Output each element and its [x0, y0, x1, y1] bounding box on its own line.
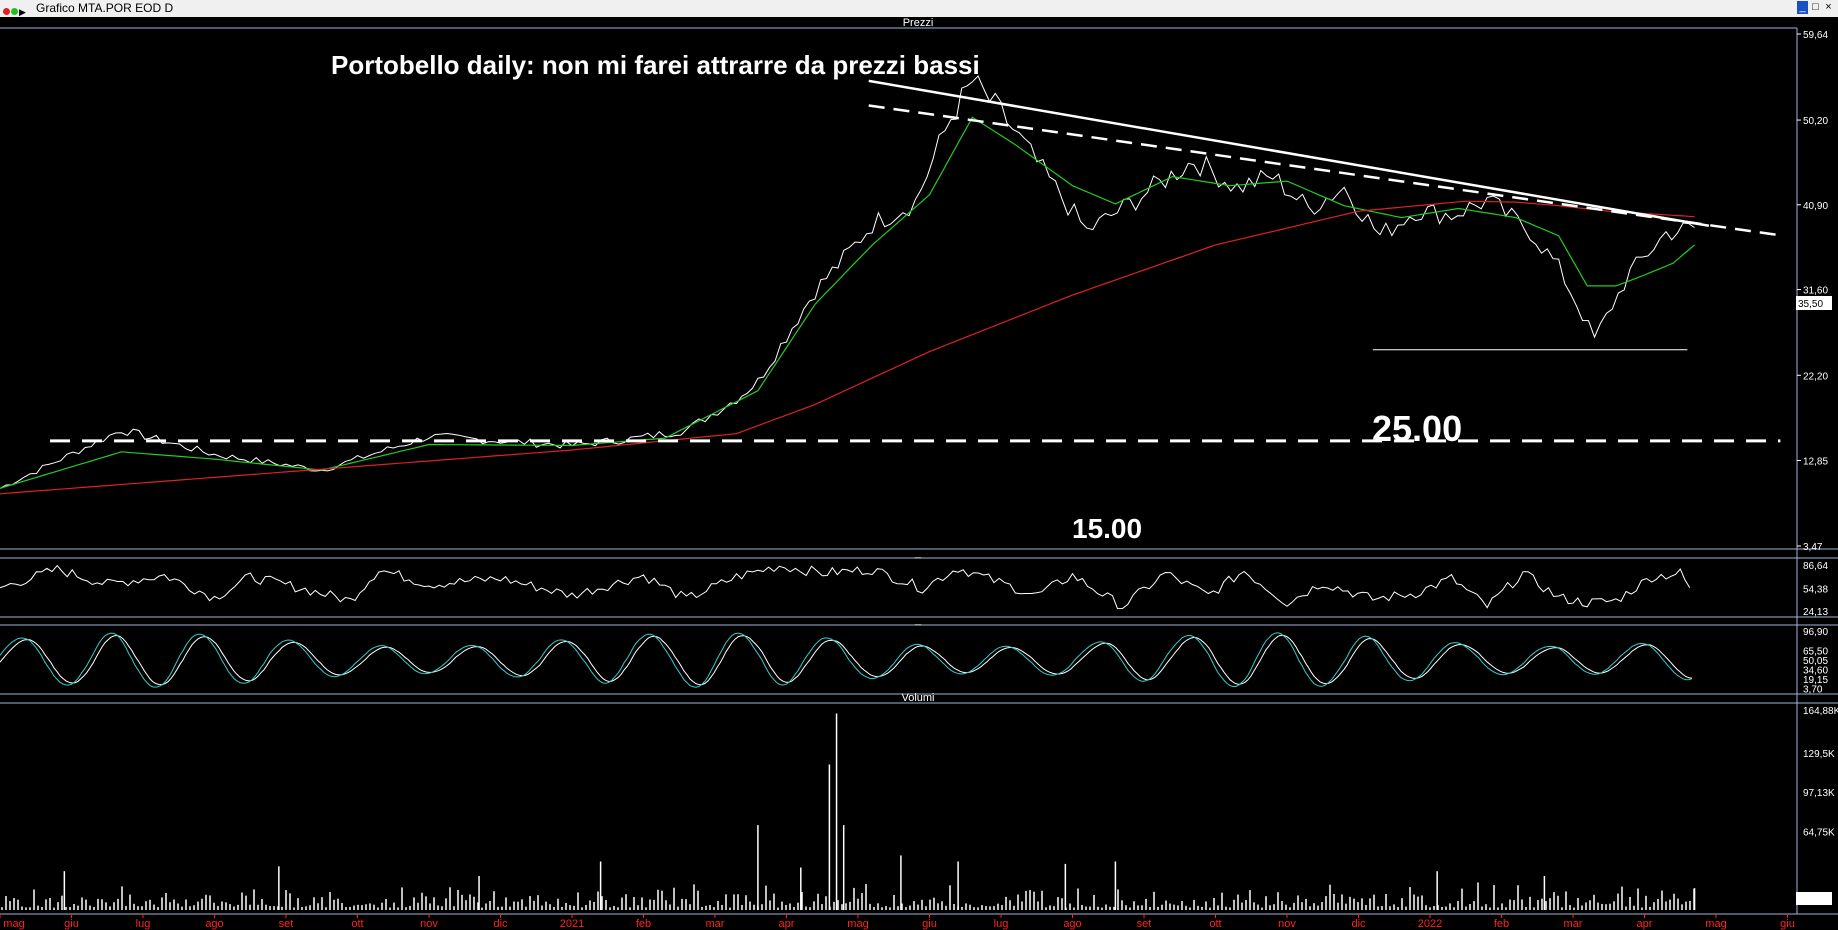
price-tick-label: 59,64 [1803, 30, 1828, 41]
volume-tick-label: 64,75K [1803, 827, 1835, 838]
trendline-solid [868, 79, 1710, 228]
stochastic-tick-label: 34,60 [1803, 666, 1828, 677]
status-lights: ▶ [3, 4, 26, 18]
month-label: 2021 [560, 918, 584, 930]
stochastic-d-line [0, 634, 1693, 686]
price-tick-label: 22,20 [1803, 371, 1828, 382]
series-ma_long [0, 200, 1695, 495]
month-label: apr [779, 918, 795, 930]
month-label: set [279, 918, 294, 930]
price-panel: Portobello daily: non mi farei attrarre … [0, 30, 1832, 553]
minimize-button[interactable]: _ [1797, 1, 1808, 14]
panel-handle-rsi: _ [914, 547, 922, 559]
stochastic-tick-label: 50,05 [1803, 656, 1828, 667]
price-y-axis: 59,64 50,20 40,90 31,60 22,20 12,85 3,47 [1797, 30, 1828, 553]
price-tick-label: 12,85 [1803, 456, 1828, 467]
maximize-button[interactable]: □ [1812, 1, 1819, 13]
rsi-line [0, 564, 1691, 610]
month-label: giu [922, 918, 937, 930]
month-label: ago [1063, 918, 1081, 930]
stochastic-k-line [0, 632, 1693, 688]
month-label: giu [1780, 918, 1795, 930]
month-label: nov [420, 918, 438, 930]
month-label: feb [636, 918, 651, 930]
window-controls: _ □ × [1795, 1, 1834, 14]
price-tick-label: 3,47 [1803, 542, 1823, 553]
panel-title-volumi: Volumi [901, 692, 934, 704]
month-label: ago [205, 918, 223, 930]
month-label: lug [994, 918, 1009, 930]
month-label: mag [1705, 918, 1726, 930]
price-tick-label: 40,90 [1803, 201, 1828, 212]
month-label: feb [1494, 918, 1509, 930]
chart-title: Portobello daily: non mi farei attrarre … [331, 50, 980, 80]
green-light-icon [11, 8, 18, 15]
rsi-tick-label: 86,64 [1803, 561, 1828, 572]
rsi-tick-label: 54,38 [1803, 584, 1828, 595]
rsi-y-axis: 86,64 54,38 24,13 [1803, 561, 1828, 618]
series-price [0, 75, 1695, 489]
panel-handle-stoch: _ [914, 614, 922, 626]
month-label: 2022 [1418, 918, 1442, 930]
month-label: ott [351, 918, 363, 930]
stochastic-tick-label: 96,90 [1803, 627, 1828, 638]
month-label: set [1137, 918, 1152, 930]
arrow-icon: ▶ [19, 7, 26, 17]
level-label-25: 25.00 [1372, 408, 1462, 449]
red-light-icon [3, 8, 10, 15]
trendline-dashed [868, 104, 1785, 238]
last-price-label: 35,50 [1798, 299, 1823, 310]
month-label: dic [1351, 918, 1366, 930]
month-label: nov [1278, 918, 1296, 930]
rsi-tick-label: 24,13 [1803, 607, 1828, 618]
stochastic-tick-label: 19,15 [1803, 675, 1828, 686]
window-titlebar: ▶ Grafico MTA.POR EOD D _ □ × [0, 0, 1838, 17]
month-label: mag [3, 918, 24, 930]
price-tick-label: 31,60 [1803, 286, 1828, 297]
month-label: apr [1637, 918, 1653, 930]
month-label: giu [64, 918, 79, 930]
month-label: mag [847, 918, 868, 930]
price-tick-label: 50,20 [1803, 116, 1828, 127]
panel-title-prezzi: Prezzi [903, 17, 934, 29]
chart-area: Prezzi _ _ Volumi Portobello daily: non … [0, 17, 1838, 930]
rsi-panel: 86,64 54,38 24,13 [0, 561, 1828, 618]
stochastic-tick-label: 3,70 [1803, 685, 1823, 696]
volume-tick-label: 164,88K [1803, 706, 1838, 717]
close-button[interactable]: × [1825, 1, 1832, 13]
month-label: lug [136, 918, 151, 930]
volume-tick-label: 129,5K [1803, 749, 1835, 760]
volume-tick-label: 97,13K [1803, 788, 1835, 799]
month-label: dic [493, 918, 508, 930]
month-label: mar [706, 918, 725, 930]
month-label: ott [1209, 918, 1221, 930]
series-ma_short [0, 116, 1695, 489]
level-label-15: 15.00 [1072, 513, 1142, 544]
month-axis: mag giu lug ago set ott nov dic 2021 feb mar apr mag… [0, 914, 1795, 930]
stochastic-tick-label: 65,50 [1803, 646, 1828, 657]
month-label: mar [1564, 918, 1583, 930]
window-title: Grafico MTA.POR EOD D [36, 1, 174, 15]
